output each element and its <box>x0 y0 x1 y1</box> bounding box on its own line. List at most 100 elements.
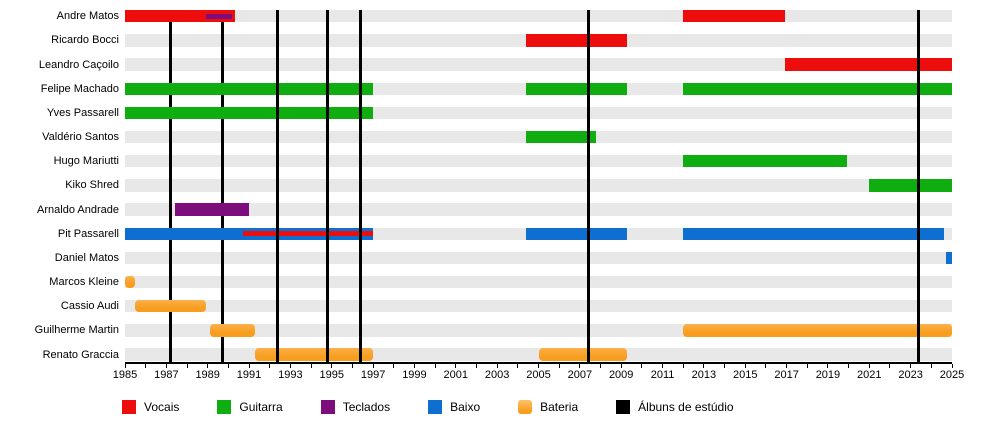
timeline-bar <box>526 130 597 144</box>
legend-swatch-vocais <box>122 400 136 414</box>
axis-tick <box>289 364 291 368</box>
axis-tick <box>600 364 602 368</box>
timeline-bar <box>125 275 136 289</box>
axis-tick-label: 1987 <box>154 369 179 381</box>
axis-tick <box>475 364 477 368</box>
axis-tick <box>517 364 519 368</box>
axis-tick <box>269 364 271 368</box>
row-band <box>125 179 952 192</box>
timeline-bar <box>526 82 628 95</box>
axis-tick <box>165 364 167 368</box>
x-axis: 1985 1987 1989 1991 1993 1995 1997 1999 2001 2003… <box>113 362 964 392</box>
member-label: Daniel Matos <box>54 251 119 264</box>
axis-tick-label: 2015 <box>733 369 758 381</box>
axis-tick <box>227 364 229 368</box>
axis-tick-label: 2007 <box>567 369 593 381</box>
legend-swatch-albums <box>616 400 631 414</box>
timeline-bar <box>683 324 952 337</box>
member-label: Guilherme Martin <box>34 324 119 337</box>
legend-label: Guitarra <box>239 400 283 414</box>
axis-tick-label: 1989 <box>195 369 220 381</box>
axis-tick-label: 1993 <box>278 369 303 381</box>
legend-swatch-guitarra <box>217 400 232 414</box>
axis-tick <box>579 364 581 368</box>
timeline-bar <box>683 155 847 168</box>
axis-tick-label: 2003 <box>484 369 510 381</box>
legend-item: Guitarra <box>217 400 283 414</box>
member-label: Renato Graccia <box>42 348 119 361</box>
axis-tick <box>951 364 953 368</box>
timeline-bar <box>125 10 235 23</box>
axis-tick <box>310 364 312 368</box>
legend-item: Teclados <box>320 400 391 414</box>
album-line <box>586 10 590 362</box>
timeline-bar-overlay <box>205 13 233 19</box>
axis-tick <box>372 364 374 368</box>
axis-tick <box>641 364 643 368</box>
axis-tick-label: 1995 <box>319 369 344 381</box>
album-line <box>326 10 330 362</box>
timeline-bar <box>784 58 952 71</box>
axis-tick-label: 2005 <box>526 369 551 381</box>
axis-tick <box>186 364 188 368</box>
axis-tick <box>662 364 664 368</box>
member-label: Felipe Machado <box>40 82 119 95</box>
axis-tick <box>889 364 891 368</box>
timeline-bar <box>945 251 952 265</box>
row-band <box>125 275 952 289</box>
axis-tick <box>145 364 147 368</box>
member-label: Arnaldo Andrade <box>37 203 119 216</box>
axis-tick <box>744 364 746 368</box>
timeline-bar <box>174 203 250 216</box>
axis-tick <box>868 364 870 368</box>
axis-tick <box>393 364 395 368</box>
legend-item: Baixo <box>428 400 480 414</box>
legend-label: Vocais <box>144 400 180 414</box>
axis-tick-label: 2023 <box>898 369 923 381</box>
axis-tick <box>455 364 457 368</box>
axis-tick <box>827 364 829 368</box>
axis-tick <box>124 364 126 368</box>
axis-tick <box>724 364 726 368</box>
member-label: Hugo Mariutti <box>53 155 119 168</box>
axis-tick <box>434 364 436 368</box>
legend-swatch-bateria <box>518 400 533 414</box>
row-band <box>125 58 952 71</box>
axis-tick <box>207 364 209 368</box>
row-band <box>125 300 952 313</box>
timeline-bar <box>683 82 952 95</box>
timeline-bar <box>683 227 944 240</box>
timeline-bar <box>125 106 374 120</box>
album-line <box>917 10 921 362</box>
axis-tick <box>703 364 705 368</box>
album-line <box>359 10 363 362</box>
legend-label: Álbuns de estúdio <box>638 400 734 414</box>
axis-tick <box>930 364 932 368</box>
member-label: Andre Matos <box>56 10 119 23</box>
legend-item: Bateria <box>518 400 578 414</box>
axis-tick-label: 2001 <box>443 369 469 381</box>
row-band <box>125 203 952 216</box>
axis-tick <box>248 364 250 368</box>
album-line <box>168 10 172 362</box>
axis-tick <box>806 364 808 368</box>
row-band <box>125 10 952 23</box>
timeline-bar <box>125 227 374 240</box>
axis-tick-label: 1991 <box>236 369 262 381</box>
axis-tick-label: 2025 <box>939 369 965 381</box>
legend-label: Teclados <box>342 400 391 414</box>
member-labels: Andre Matos Ricardo Bocci Leandro Caçoilo F… <box>0 0 123 362</box>
axis-tick <box>765 364 767 368</box>
member-label: Kiko Shred <box>65 179 119 192</box>
member-label: Yves Passarell <box>46 106 119 119</box>
axis-tick-label: 2021 <box>857 369 882 381</box>
member-label: Marcos Kleine <box>49 276 119 289</box>
timeline-bar <box>683 10 785 23</box>
axis-tick-label: 1985 <box>112 369 138 381</box>
plot-area <box>125 10 952 364</box>
timeline-bar <box>209 324 256 337</box>
timeline-bar <box>526 34 628 47</box>
axis-tick-label: 2017 <box>774 369 799 381</box>
axis-tick-label: 2019 <box>815 369 841 381</box>
